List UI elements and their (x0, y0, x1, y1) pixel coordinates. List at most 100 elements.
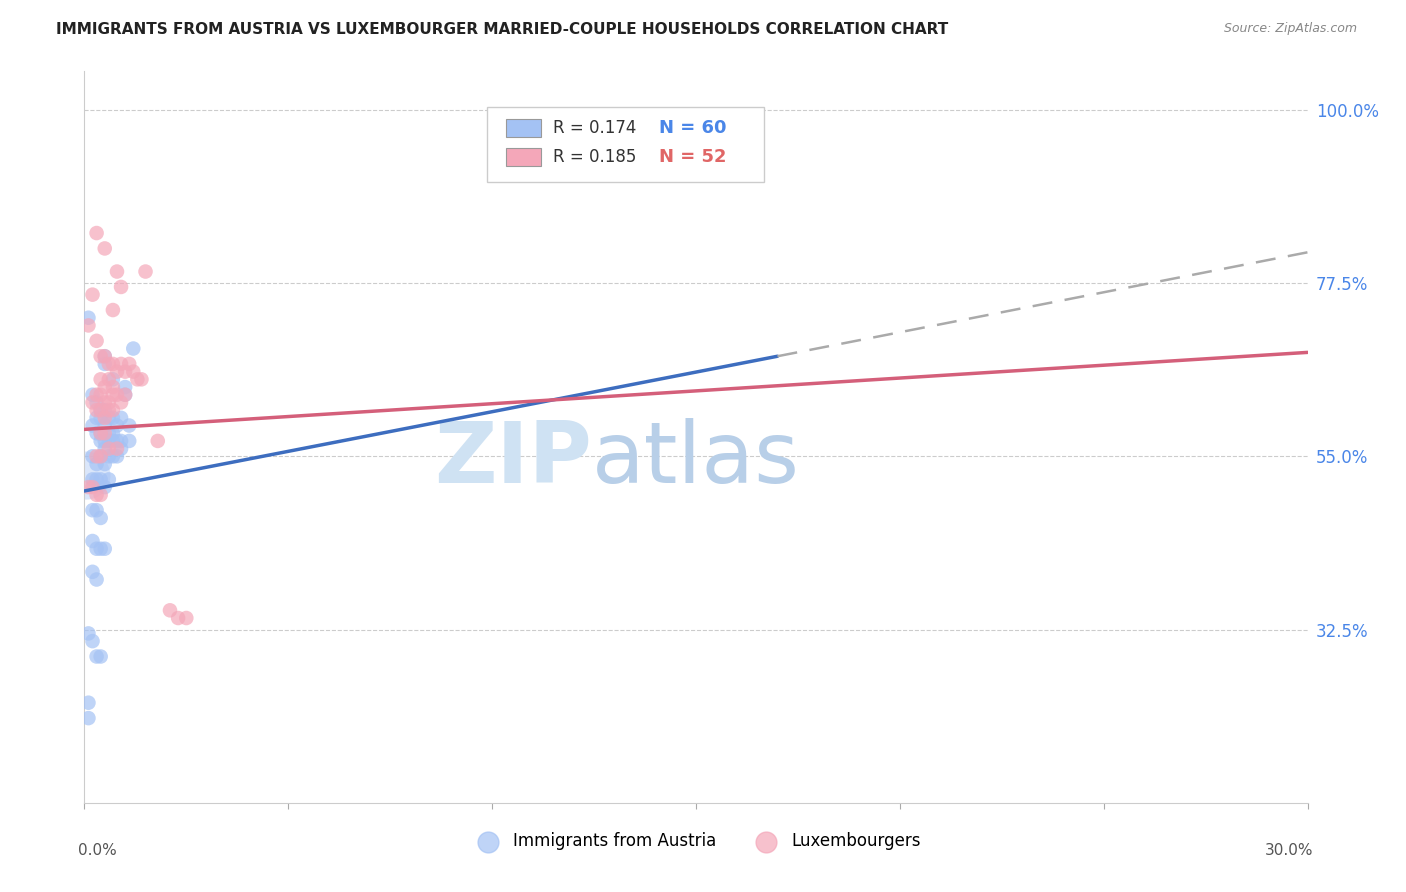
Point (101, 357, 124, 371)
Point (118, 357, 141, 371)
Point (101, 434, 124, 448)
Point (82, 480, 104, 494)
Point (101, 410, 124, 425)
Point (122, 342, 145, 356)
Point (82, 395, 104, 409)
Point (131, 372, 153, 386)
Point (82, 388, 104, 402)
Bar (506, 119, 541, 137)
Text: R = 0.174: R = 0.174 (553, 119, 637, 136)
Point (127, 372, 149, 386)
Point (86, 226, 108, 240)
Text: atlas: atlas (592, 417, 800, 500)
Point (97, 403, 120, 417)
Point (90, 450, 112, 464)
Point (135, 264, 157, 278)
Bar (506, 148, 541, 167)
Point (97, 442, 120, 456)
Point (93, 242, 115, 256)
Point (101, 426, 124, 441)
Point (90, 426, 112, 441)
Point (174, 611, 197, 625)
Point (97, 472, 120, 486)
Point (93, 349, 115, 363)
Point (93, 349, 115, 363)
Point (101, 303, 124, 318)
Point (110, 410, 132, 425)
Point (93, 410, 115, 425)
Point (93, 380, 115, 394)
Text: 0.0%: 0.0% (79, 843, 117, 858)
Point (93, 426, 115, 441)
Point (93, 480, 115, 494)
Point (86, 395, 108, 409)
Point (90, 434, 112, 448)
Point (90, 426, 112, 441)
Point (82, 565, 104, 579)
Point (101, 450, 124, 464)
Point (82, 503, 104, 517)
Point (90, 472, 112, 486)
Point (93, 418, 115, 433)
Point (82, 418, 104, 433)
Point (118, 418, 141, 433)
Point (90, 450, 112, 464)
Point (101, 403, 124, 417)
Point (97, 372, 120, 386)
Point (90, 403, 112, 417)
Point (93, 442, 115, 456)
Point (77, 480, 100, 494)
Point (105, 264, 128, 278)
Point (105, 388, 128, 402)
Point (110, 395, 132, 409)
Point (86, 541, 108, 556)
Point (75, 468, 97, 483)
Text: R = 0.185: R = 0.185 (553, 148, 637, 166)
Point (101, 372, 124, 386)
Point (90, 372, 112, 386)
Point (86, 403, 108, 417)
Text: Source: ZipAtlas.com: Source: ZipAtlas.com (1223, 22, 1357, 36)
Point (101, 388, 124, 402)
Point (110, 280, 132, 294)
Point (77, 711, 100, 725)
Point (114, 380, 136, 394)
Point (97, 450, 120, 464)
Point (93, 434, 115, 448)
Point (93, 403, 115, 417)
Point (118, 434, 141, 448)
FancyBboxPatch shape (486, 107, 765, 182)
Text: 30.0%: 30.0% (1265, 843, 1313, 858)
Point (101, 380, 124, 394)
Point (93, 357, 115, 371)
Point (105, 442, 128, 456)
Point (77, 696, 100, 710)
Point (105, 418, 128, 433)
Legend: Immigrants from Austria, Luxembourgers: Immigrants from Austria, Luxembourgers (464, 825, 928, 856)
Point (114, 388, 136, 402)
Text: N = 60: N = 60 (659, 119, 727, 136)
Point (146, 434, 169, 448)
Point (77, 310, 100, 325)
Point (86, 472, 108, 486)
Point (105, 434, 128, 448)
Point (110, 442, 132, 456)
Point (105, 450, 128, 464)
Point (86, 649, 108, 664)
Point (90, 388, 112, 402)
Point (90, 649, 112, 664)
Point (86, 334, 108, 348)
Point (77, 318, 100, 333)
Point (86, 503, 108, 517)
Point (110, 434, 132, 448)
Point (82, 472, 104, 486)
Point (82, 450, 104, 464)
Point (90, 410, 112, 425)
Point (93, 395, 115, 409)
Point (97, 357, 120, 371)
Point (105, 365, 128, 379)
Text: ZIP: ZIP (434, 417, 592, 500)
Point (110, 357, 132, 371)
Point (90, 541, 112, 556)
Point (86, 457, 108, 471)
